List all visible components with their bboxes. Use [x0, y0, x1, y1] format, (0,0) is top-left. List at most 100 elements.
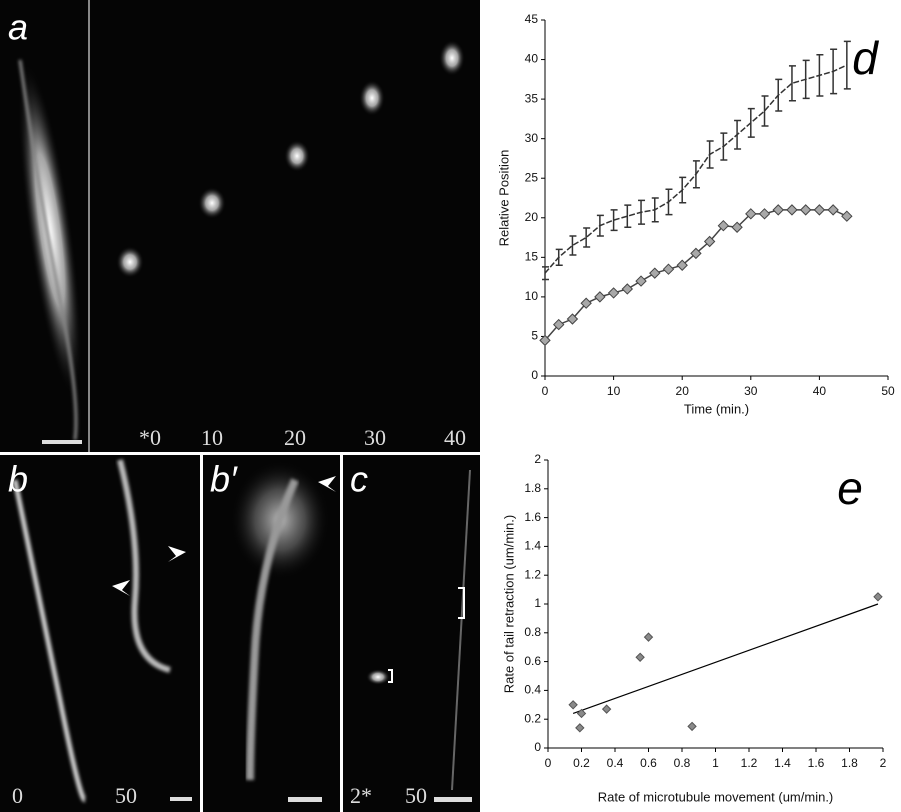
error-bar — [830, 48, 838, 95]
error-bar — [665, 188, 673, 216]
time-label: *0 — [139, 425, 161, 450]
point — [576, 708, 587, 719]
y-tick-label: 5 — [531, 329, 538, 343]
point — [553, 318, 565, 331]
point — [601, 704, 612, 714]
point — [649, 267, 661, 279]
x-axis-label: Time (min.) — [684, 401, 749, 416]
chart-title: e — [837, 462, 863, 514]
arrowhead — [168, 546, 186, 562]
time-label: 50 — [115, 783, 137, 808]
fiber — [18, 59, 78, 441]
y-axis-label: Relative Position — [496, 150, 511, 247]
y-tick-label: 30 — [525, 131, 539, 145]
time-label: 2* — [350, 783, 372, 808]
point — [594, 291, 606, 303]
error-bar — [706, 140, 714, 169]
chart-title: d — [852, 32, 879, 84]
y-tick-label: 45 — [525, 12, 539, 26]
point — [676, 259, 688, 271]
point — [687, 721, 697, 732]
x-tick-label: 0 — [542, 384, 549, 398]
y-tick-label: 0 — [534, 740, 541, 754]
line — [544, 209, 848, 341]
y-tick-label: 0.8 — [524, 625, 541, 639]
error-bar — [734, 119, 742, 150]
x-tick-label: 40 — [813, 384, 827, 398]
x-axis-label: Rate of microtubule movement (um/min.) — [598, 789, 834, 804]
point — [690, 247, 702, 260]
error-bar — [596, 214, 604, 237]
x-tick-label: 0.8 — [674, 756, 691, 770]
x-tick-label: 1.4 — [774, 756, 791, 770]
point — [580, 297, 592, 309]
point — [662, 263, 675, 275]
point — [731, 221, 743, 233]
y-tick-label: 15 — [525, 250, 539, 264]
error-bar — [761, 95, 769, 127]
y-tick-label: 40 — [525, 52, 539, 66]
scale-bar — [288, 797, 322, 802]
y-tick-label: 2 — [534, 452, 541, 466]
error-bar — [583, 227, 591, 248]
y-tick-label: 0.2 — [524, 711, 541, 725]
time-label: 20 — [284, 425, 306, 450]
point — [539, 334, 551, 347]
arrowhead — [112, 580, 130, 596]
point — [703, 235, 716, 248]
time-label: 50 — [405, 783, 427, 808]
point — [799, 204, 812, 216]
point — [786, 204, 798, 216]
y-tick-label: 1 — [534, 596, 541, 610]
y-tick-label: 1.6 — [524, 510, 541, 524]
x-tick-label: 30 — [744, 384, 758, 398]
error-bar — [555, 248, 563, 266]
fiber — [12, 479, 88, 803]
point — [635, 652, 645, 662]
time-label: 40 — [444, 425, 466, 450]
panel-c-image — [343, 455, 480, 812]
spot — [366, 669, 390, 685]
error-bar — [788, 65, 796, 102]
y-tick-label: 0 — [531, 368, 538, 382]
point — [717, 219, 730, 232]
x-tick-label: 1 — [712, 756, 719, 770]
point — [643, 632, 654, 642]
error-bar — [610, 209, 618, 232]
point — [621, 283, 634, 295]
x-tick-label: 0.2 — [573, 756, 590, 770]
point — [635, 275, 647, 287]
panel-label: a — [8, 7, 28, 48]
error-bar — [747, 107, 755, 138]
y-axis-label: Rate of tail retraction (um/min.) — [501, 515, 516, 693]
fiber — [117, 459, 171, 673]
error-bar — [542, 266, 549, 281]
spot — [284, 140, 310, 172]
error-bar — [692, 160, 700, 189]
y-tick-label: 10 — [525, 289, 539, 303]
y-tick-label: 35 — [525, 91, 539, 105]
error-bar — [679, 176, 687, 204]
scale-bar — [170, 797, 192, 801]
spot — [359, 80, 385, 116]
y-tick-label: 1.4 — [524, 539, 541, 553]
point — [568, 700, 578, 710]
panel-label: b — [8, 459, 28, 500]
error-bar — [624, 204, 632, 229]
arrowhead — [318, 476, 336, 492]
error-bar — [638, 199, 646, 225]
fiber — [451, 469, 471, 791]
point — [607, 287, 620, 299]
x-tick-label: 2 — [880, 756, 887, 770]
error-bar — [775, 78, 783, 112]
point — [758, 208, 771, 220]
scale-bar — [434, 797, 472, 802]
scale-bar — [42, 440, 82, 444]
spot — [439, 40, 465, 76]
spot — [116, 246, 144, 278]
point — [841, 210, 853, 222]
panel-label: c — [350, 459, 368, 500]
point — [813, 204, 826, 216]
time-label: 30 — [364, 425, 386, 450]
